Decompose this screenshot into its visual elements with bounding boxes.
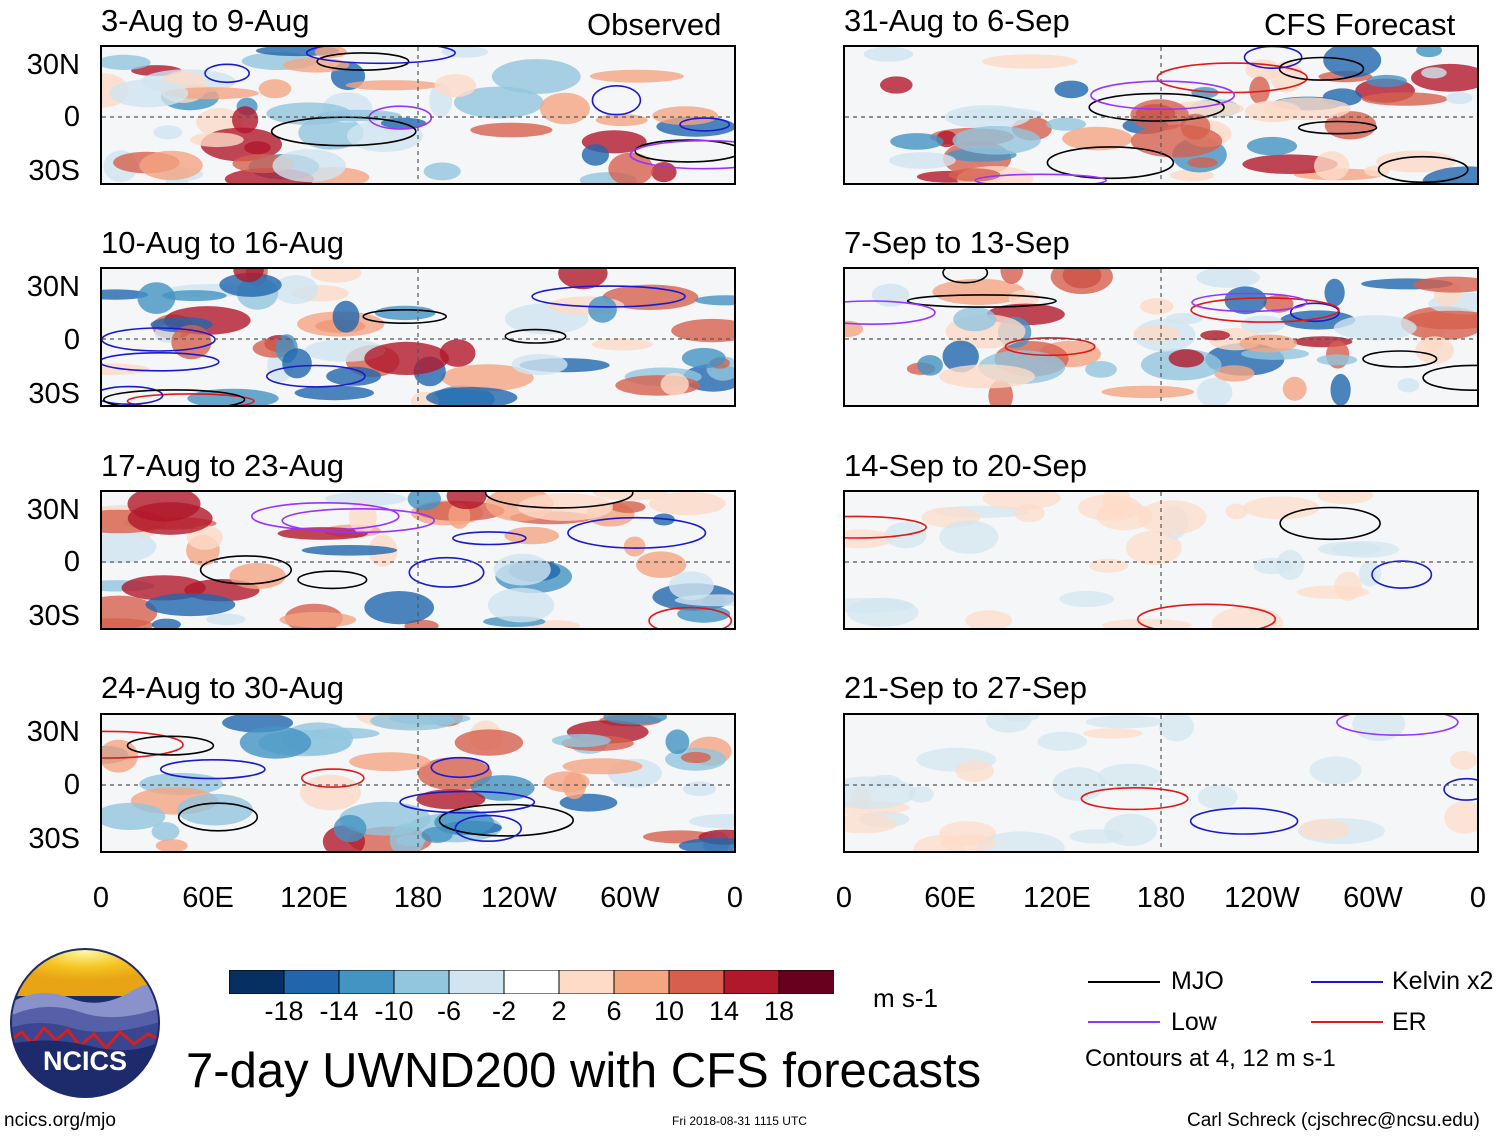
panel-title-fcst-3: 14-Sep to 20-Sep: [844, 448, 1088, 483]
colorbar-swatch: [393, 969, 450, 995]
lon-label-0-end: 0: [726, 882, 744, 914]
logo-text: NCICS: [43, 1046, 127, 1076]
lon-label-60e: 60E: [182, 882, 234, 914]
forecast-column-title: CFS Forecast: [1264, 7, 1456, 42]
lon-label-120w: 120W: [481, 882, 557, 914]
colorbar-swatch: [503, 969, 560, 995]
lat-label-30s: 30S: [28, 600, 80, 632]
map-panel-obs-2: [100, 267, 736, 407]
map-panel-fcst-3: [843, 490, 1479, 630]
legend-low-label: Low: [1171, 1008, 1217, 1036]
lat-label-30s: 30S: [28, 823, 80, 855]
ncics-logo: NCICS: [10, 948, 160, 1098]
lat-label-30n: 30N: [26, 49, 80, 81]
colorbar-tick-label: -10: [374, 996, 414, 1026]
panel-title-fcst-2: 7-Sep to 13-Sep: [844, 225, 1070, 260]
lat-label-30n: 30N: [26, 716, 80, 748]
lon-label-180: 180: [1136, 882, 1186, 914]
colorbar-tick-label: 18: [763, 996, 795, 1026]
panel-title-obs-4: 24-Aug to 30-Aug: [101, 670, 345, 705]
lat-label-30n: 30N: [26, 494, 80, 526]
colorbar-tick-label: 10: [653, 996, 685, 1026]
panel-title-obs-2: 10-Aug to 16-Aug: [101, 225, 345, 260]
colorbar-swatch: [778, 969, 835, 995]
colorbar-swatch: [338, 969, 395, 995]
lon-label-60w: 60W: [1343, 882, 1403, 914]
footer-timestamp: Fri 2018-08-31 1115 UTC: [672, 1114, 807, 1128]
footer-author: Carl Schreck (cjschrec@ncsu.edu): [1187, 1110, 1480, 1131]
lon-label-0-end: 0: [1469, 882, 1487, 914]
lat-label-eq: 0: [63, 546, 80, 578]
lat-label-30s: 30S: [28, 155, 80, 187]
colorbar-swatch: [283, 969, 340, 995]
colorbar-tick-label: -14: [319, 996, 359, 1026]
lat-label-30s: 30S: [28, 378, 80, 410]
colorbar-tick-label: -18: [264, 996, 304, 1026]
colorbar-unit: m s-1: [873, 983, 938, 1013]
footer-url[interactable]: ncics.org/mjo: [4, 1110, 116, 1131]
lon-label-0: 0: [92, 882, 110, 914]
lat-label-eq: 0: [63, 101, 80, 133]
legend-low-line: [1088, 1021, 1160, 1023]
map-panel-fcst-1: [843, 45, 1479, 185]
lat-label-eq: 0: [63, 324, 80, 356]
lon-label-120w: 120W: [1224, 882, 1300, 914]
map-panel-obs-3: [100, 490, 736, 630]
lon-label-0: 0: [835, 882, 853, 914]
colorbar-tick-label: -6: [436, 996, 461, 1026]
colorbar-tick-label: -2: [491, 996, 516, 1026]
colorbar-tick-label: 14: [708, 996, 740, 1026]
colorbar: [228, 969, 835, 995]
colorbar-swatch: [723, 969, 780, 995]
map-panel-obs-4: [100, 713, 736, 853]
colorbar-swatch: [448, 969, 505, 995]
lat-label-eq: 0: [63, 769, 80, 801]
panel-title-fcst-4: 21-Sep to 27-Sep: [844, 670, 1088, 705]
legend-er-label: ER: [1392, 1008, 1427, 1036]
lat-label-30n: 30N: [26, 271, 80, 303]
colorbar-swatch: [613, 969, 670, 995]
colorbar-swatch: [558, 969, 615, 995]
legend-mjo-label: MJO: [1171, 967, 1224, 995]
colorbar-swatch: [668, 969, 725, 995]
legend-er-line: [1311, 1021, 1383, 1023]
main-title: 7-day UWND200 with CFS forecasts: [186, 1044, 982, 1098]
legend-kelvin-label: Kelvin x2: [1392, 967, 1494, 995]
legend-contour-note: Contours at 4, 12 m s-1: [1085, 1045, 1336, 1072]
colorbar-swatch: [228, 969, 285, 995]
lon-label-60e: 60E: [924, 882, 976, 914]
panel-title-obs-1: 3-Aug to 9-Aug: [101, 3, 310, 38]
panel-title-fcst-1: 31-Aug to 6-Sep: [844, 3, 1070, 38]
lon-label-180: 180: [393, 882, 443, 914]
observed-column-title: Observed: [587, 7, 722, 42]
lon-label-120e: 120E: [1023, 882, 1091, 914]
legend-mjo-line: [1088, 981, 1160, 983]
legend-kelvin-line: [1311, 981, 1383, 983]
colorbar-tick-label: 6: [606, 996, 622, 1026]
panel-title-obs-3: 17-Aug to 23-Aug: [101, 448, 345, 483]
lon-label-120e: 120E: [280, 882, 348, 914]
map-panel-fcst-4: [843, 713, 1479, 853]
map-panel-fcst-2: [843, 267, 1479, 407]
map-panel-obs-1: [100, 45, 736, 185]
lon-label-60w: 60W: [600, 882, 660, 914]
colorbar-tick-label: 2: [551, 996, 567, 1026]
